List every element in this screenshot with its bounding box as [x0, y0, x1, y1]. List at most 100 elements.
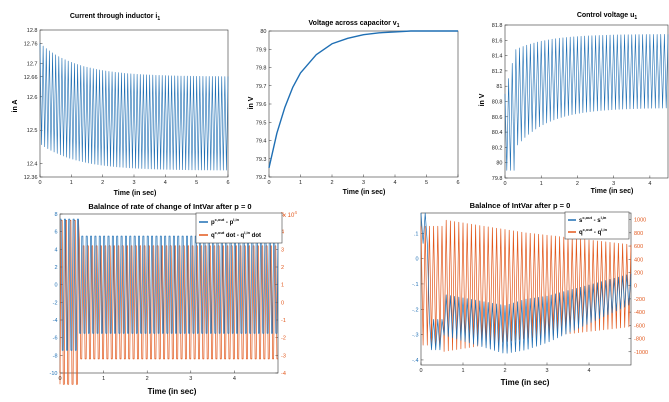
y-right-tick-label: 800	[634, 231, 643, 237]
x-tick-label: 5	[195, 180, 198, 186]
y-right-tick-label: 0	[281, 300, 284, 306]
plot-area: 0 1 2 3 4 5 6 79.2 79.3 79.4 79.5 79.6 79.7 79.8 79.9 8…	[256, 29, 460, 186]
x-tick-label: 5	[425, 180, 428, 186]
y-tick-label: 12.76	[24, 41, 38, 47]
plot-frame	[39, 29, 229, 178]
y-tick-label: 80	[496, 161, 502, 167]
x-tick-label: 2	[101, 180, 104, 186]
legend-label-1: qc,out - ql,in	[579, 227, 608, 236]
x-tick-label: 1	[102, 376, 105, 382]
x-tick-label: 2	[146, 376, 149, 382]
legend-label-0: pc,out - pl,in	[211, 217, 240, 226]
y-tick-label: 79.2	[256, 175, 267, 181]
chart-title: Control voltage u1	[577, 12, 638, 21]
y-axis-label: in V	[248, 96, 255, 109]
y-tick-label: 0	[415, 257, 418, 263]
series-i1	[39, 43, 229, 171]
y-right-tick-label: -600	[634, 323, 645, 329]
y-tick-label: 81.6	[492, 38, 503, 44]
y-right-tick-label: -400	[634, 310, 645, 316]
plot-area: 0 1 2 3 4 5 6 12.36 12.4 12.5 12.6 12.66 12.7 12.76 12…	[24, 28, 230, 186]
y-tick-label: 80.6	[492, 115, 503, 121]
legend-box	[195, 212, 283, 244]
legend-box	[564, 211, 630, 240]
y-tick-label: 80	[260, 29, 266, 35]
y-tick-label: 12.8	[27, 28, 38, 34]
y-right-tick-label: 4	[281, 230, 284, 236]
y-right-tick-label: -800	[634, 337, 645, 343]
x-tick-label: 1	[461, 368, 464, 374]
x-axis-label: Time (in sec)	[148, 387, 197, 396]
y-tick-label: -.1	[412, 282, 418, 288]
y-right-tick-label: 600	[634, 244, 643, 250]
y-tick-label: 8	[54, 212, 57, 218]
y-right-tick-label: 2	[281, 265, 284, 271]
x-tick-label: 3	[132, 180, 135, 186]
chart-control-voltage: Control voltage u1 0 1 2 3 4 79.8 80 80.2 80.4 80…	[479, 12, 669, 195]
y-tick-label: 81.4	[492, 54, 503, 60]
series-v1	[268, 30, 458, 169]
y-right-tick-label: 1	[281, 283, 284, 289]
x-tick-label: 0	[267, 180, 270, 186]
chart-title: Current through inductor i1	[70, 13, 161, 22]
x-tick-label: 2	[330, 180, 333, 186]
x-tick-label: 0	[503, 181, 506, 187]
x-tick-label: 1	[540, 181, 543, 187]
y-right-tick-label: 3	[281, 247, 284, 253]
chart-title: Voltage across capacitor v1	[309, 20, 400, 29]
x-tick-label: 4	[233, 376, 236, 382]
y-right-tick-label: -1000	[634, 350, 648, 356]
x-axis-label: Time (in sec)	[501, 378, 550, 387]
y-tick-label: -2	[53, 300, 58, 306]
y-tick-label: 2	[54, 265, 57, 271]
y-tick-label: .1	[414, 231, 419, 237]
y-tick-label: -.4	[412, 358, 418, 364]
y-tick-label: 81	[496, 84, 502, 90]
chart-rate-balance: Balalnce of rate of change of IntVar aft…	[50, 202, 298, 396]
y-right-tick-label: -3	[281, 353, 286, 359]
y-tick-label: 0	[54, 283, 57, 289]
chart-current-inductor: Current through inductor i1 0 1 2 3 4 5 6 12.36…	[12, 13, 230, 197]
y-tick-label: 80.4	[492, 130, 503, 136]
y-tick-label: 79.3	[256, 157, 267, 163]
y-tick-label: 81.8	[492, 23, 503, 29]
x-tick-label: 3	[189, 376, 192, 382]
series-u1	[504, 34, 669, 171]
y-tick-label: 79.8	[492, 176, 503, 182]
x-tick-label: 6	[226, 180, 229, 186]
chart-voltage-capacitor: Voltage across capacitor v1 0 1 2 3 4 5 6 79.2 7…	[248, 20, 460, 196]
y-axis-label: in V	[479, 93, 486, 106]
legend-label-0: sc,out - sl,in	[579, 215, 607, 224]
y-tick-label: 4	[54, 247, 57, 253]
x-axis-label: Time (in sec)	[591, 188, 634, 195]
x-tick-label: 4	[393, 180, 396, 186]
y-right-tick-label: 200	[634, 270, 643, 276]
y-tick-label: -.3	[412, 333, 418, 339]
y-tick-label: 79.6	[256, 102, 267, 108]
x-tick-label: 3	[545, 368, 548, 374]
y-tick-label: 79.8	[256, 66, 267, 72]
x-tick-label: 3	[362, 180, 365, 186]
x-tick-label: 0	[419, 368, 422, 374]
y-right-tick-label: 5	[281, 212, 284, 218]
y-tick-label: 79.9	[256, 47, 267, 53]
y-right-tick-label: 400	[634, 257, 643, 263]
series-q-balance	[420, 219, 632, 352]
y-tick-label: -6	[53, 336, 58, 342]
y-tick-label: 12.5	[27, 128, 38, 134]
x-tick-label: 3	[612, 181, 615, 187]
x-tick-label: 6	[456, 180, 459, 186]
y-tick-label: 81.2	[492, 69, 503, 75]
chart-title: Balalnce of rate of change of IntVar aft…	[88, 202, 251, 211]
x-axis-label: Time (in sec)	[343, 189, 386, 196]
y-right-tick-label: -2	[281, 336, 286, 342]
legend: sc,out - sl,in qc,out - ql,in	[564, 211, 630, 240]
y-tick-label: -10	[50, 371, 58, 377]
y-tick-label: 6	[54, 230, 57, 236]
plot-frame	[268, 30, 459, 178]
x-tick-label: 2	[503, 368, 506, 374]
y-tick-label: 12.36	[24, 175, 38, 181]
x-tick-label: 2	[576, 181, 579, 187]
y-axis-label: in A	[12, 100, 19, 113]
